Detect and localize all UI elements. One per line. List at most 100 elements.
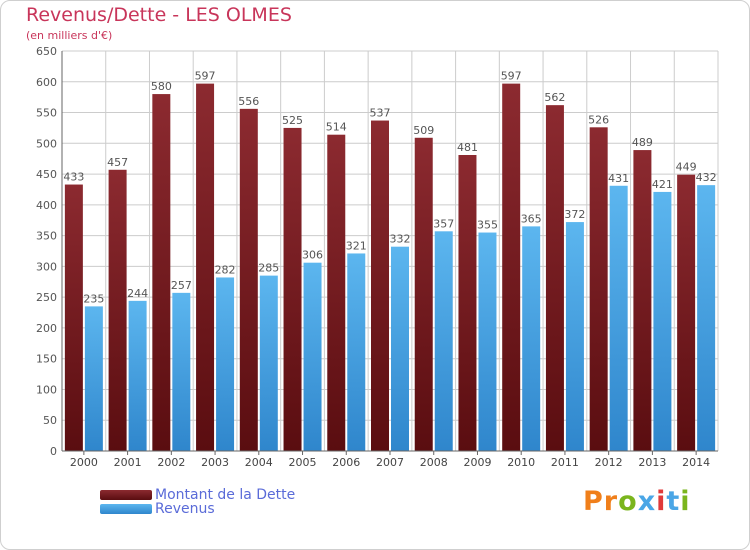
debt-bar (283, 127, 302, 451)
chart-subtitle: (en milliers d'€) (26, 29, 113, 42)
revenue-data-label: 332 (390, 233, 411, 246)
y-tick-label: 400 (36, 199, 57, 212)
revenue-bar (303, 262, 322, 451)
debt-data-label: 509 (413, 124, 434, 137)
y-tick-label: 200 (36, 322, 57, 335)
revenue-data-label: 282 (215, 263, 236, 276)
revenue-bar (653, 191, 672, 451)
revenue-data-label: 365 (521, 212, 542, 225)
x-tick-label: 2003 (201, 456, 229, 469)
logo-letter: r (603, 486, 619, 517)
debt-data-label: 556 (238, 95, 259, 108)
revenue-data-label: 432 (696, 171, 717, 184)
debt-data-label: 489 (632, 136, 653, 149)
revenue-bar (259, 275, 278, 451)
legend-item-revenue: Revenus (100, 501, 215, 517)
y-tick-label: 0 (50, 445, 57, 458)
debt-bar (589, 127, 608, 452)
y-tick-label: 50 (43, 414, 57, 427)
revenue-bar (347, 253, 366, 451)
debt-bar (152, 94, 171, 452)
revenue-bar (434, 231, 453, 451)
x-tick-label: 2010 (507, 456, 535, 469)
y-tick-label: 650 (36, 45, 57, 58)
revenue-bar (391, 246, 409, 451)
y-tick-label: 500 (36, 137, 57, 150)
x-tick-label: 2002 (157, 456, 185, 469)
debt-bar (196, 83, 215, 451)
chart-title: Revenus/Dette - LES OLMES (26, 4, 292, 26)
debt-bar (502, 83, 521, 451)
revenue-data-label: 257 (171, 279, 192, 292)
revenue-data-label: 285 (258, 262, 279, 275)
x-tick-label: 2014 (682, 456, 710, 469)
revenue-bar (216, 277, 235, 451)
y-tick-label: 550 (36, 107, 57, 120)
debt-data-label: 526 (588, 113, 609, 126)
x-tick-label: 2009 (463, 456, 491, 469)
logo-letter: P (583, 486, 604, 517)
revenue-bar (565, 222, 584, 451)
y-tick-label: 250 (36, 291, 57, 304)
revenue-data-label: 421 (652, 178, 673, 191)
debt-data-label: 525 (282, 114, 303, 127)
y-tick-label: 100 (36, 383, 57, 396)
revenue-data-label: 357 (433, 217, 454, 230)
debt-bar (458, 155, 477, 451)
legend-label-debt: Montant de la Dette (155, 487, 296, 503)
revenue-bar (84, 306, 103, 451)
debt-bar (633, 150, 652, 452)
x-tick-label: 2013 (638, 456, 666, 469)
debt-data-label: 537 (370, 107, 391, 120)
x-tick-label: 2007 (376, 456, 404, 469)
debt-bar (239, 108, 258, 451)
revenue-data-label: 244 (127, 287, 148, 300)
debt-bar (327, 134, 346, 451)
y-tick-label: 350 (36, 230, 57, 243)
x-tick-label: 2012 (595, 456, 623, 469)
legend-item-debt: Montant de la Dette (100, 487, 296, 503)
revenue-data-label: 431 (608, 172, 629, 185)
revenue-data-label: 321 (346, 239, 367, 252)
y-tick-label: 600 (36, 76, 57, 89)
x-tick-label: 2008 (420, 456, 448, 469)
debt-data-label: 433 (63, 171, 84, 184)
debt-bar (677, 174, 696, 451)
x-tick-label: 2004 (245, 456, 273, 469)
revenue-bar (172, 292, 191, 451)
revenue-bar (128, 300, 147, 451)
x-tick-label: 2000 (70, 456, 98, 469)
revenue-bar (478, 232, 497, 451)
revenue-bar (522, 226, 541, 451)
debt-data-label: 481 (457, 141, 478, 154)
revenue-data-label: 372 (564, 208, 585, 221)
revenue-bar (609, 185, 628, 451)
logo-letter: i (656, 486, 667, 517)
debt-data-label: 562 (544, 91, 565, 104)
debt-data-label: 597 (195, 70, 216, 83)
x-tick-label: 2011 (551, 456, 579, 469)
revenue-data-label: 235 (83, 292, 104, 305)
debt-data-label: 597 (501, 70, 522, 83)
revenue-data-label: 355 (477, 219, 498, 232)
x-tick-label: 2005 (289, 456, 317, 469)
x-tick-label: 2006 (332, 456, 360, 469)
logo-letter: x (637, 486, 657, 517)
legend-swatch-debt (100, 490, 152, 500)
legend-swatch-revenue (100, 504, 152, 514)
debt-data-label: 449 (676, 161, 697, 174)
debt-bar (414, 137, 433, 451)
y-tick-label: 150 (36, 353, 57, 366)
revenue-data-label: 306 (302, 249, 323, 262)
x-tick-label: 2001 (114, 456, 142, 469)
logo-letter: t (666, 486, 681, 517)
debt-data-label: 457 (107, 156, 128, 169)
revenue-bar (697, 185, 716, 451)
debt-data-label: 514 (326, 121, 347, 134)
legend-label-revenue: Revenus (155, 501, 215, 517)
logo-letter: i (680, 486, 691, 517)
y-tick-label: 300 (36, 260, 57, 273)
debt-data-label: 580 (151, 80, 172, 93)
debt-bar (64, 184, 83, 452)
